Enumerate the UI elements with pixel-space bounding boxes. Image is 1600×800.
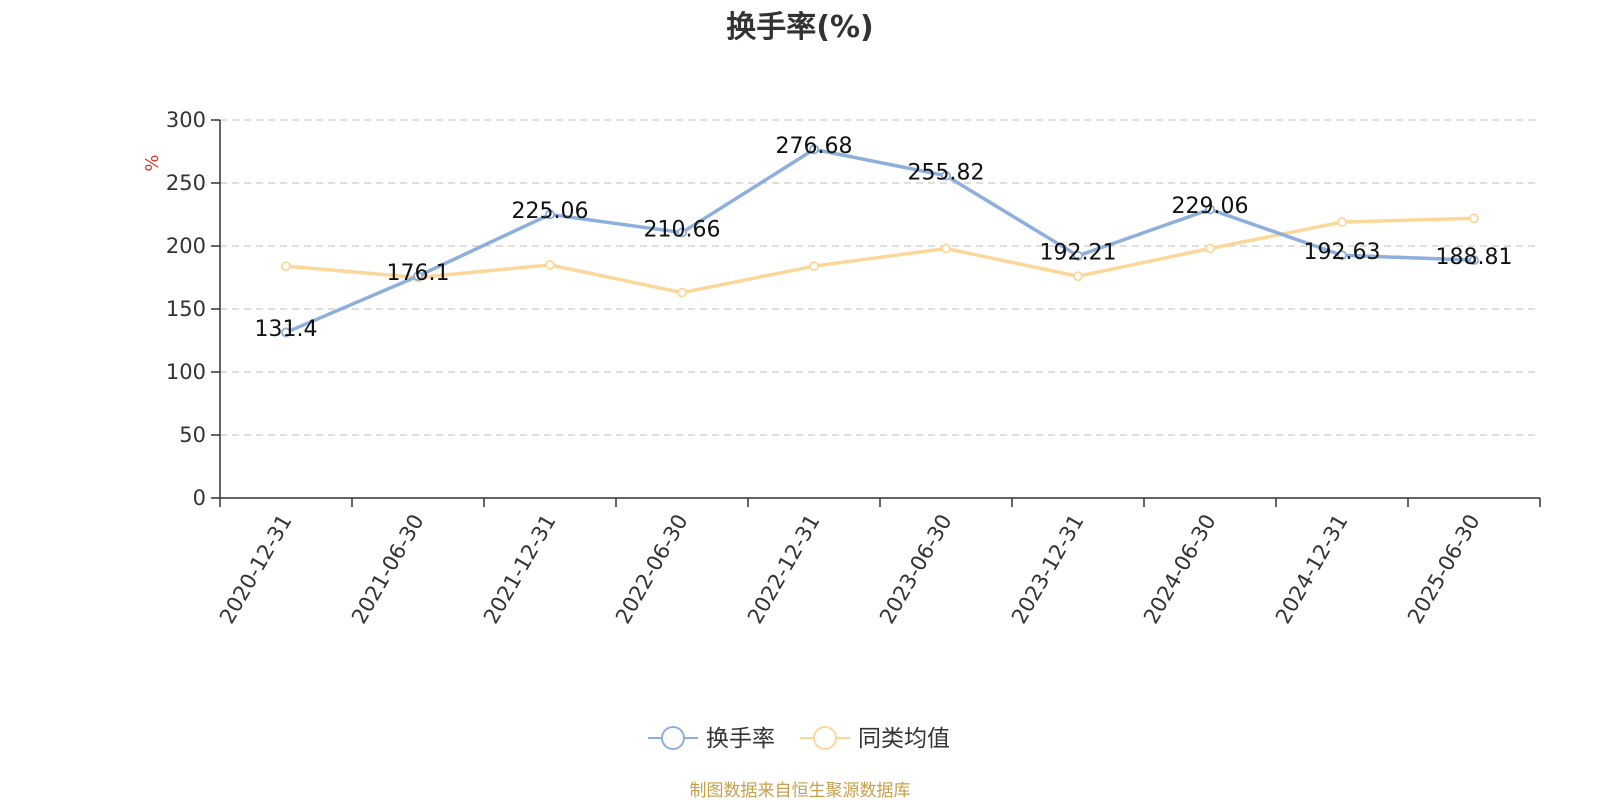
data-point [413,271,423,282]
data-label: 255.82 [908,160,985,185]
series-line-0 [285,147,1475,335]
y-axis-unit-label: % [142,154,163,171]
data-label: 192.21 [1040,241,1117,266]
legend-marker [813,726,837,750]
chart-title: 换手率(%) [726,10,874,45]
x-tick-label: 2023-12-31 [1007,510,1089,628]
data-label: 176.1 [387,261,450,286]
data-point [1469,213,1479,224]
y-tick-label: 300 [166,108,206,132]
data-point [545,209,555,220]
data-label: 192.63 [1304,240,1381,265]
x-tick-label: 2023-06-30 [875,510,957,628]
x-tick-label: 2021-12-31 [479,510,561,628]
data-point [1073,250,1083,261]
data-point [677,227,687,238]
legend-label: 换手率 [706,726,775,752]
y-tick-label: 250 [166,171,206,195]
data-label: 131.4 [255,317,318,342]
data-point [941,170,951,181]
data-point [1073,271,1083,282]
data-point [1469,255,1479,265]
y-tick-label: 50 [179,423,206,447]
series-lines [281,144,1479,338]
data-point [1205,243,1215,254]
data-point [1205,204,1215,215]
data-labels: 131.4 176.1 225.06 210.66 276.68 255.82 192.21… [255,134,1513,342]
x-tick-label: 2024-06-30 [1139,510,1221,628]
data-point [677,287,687,298]
source-note: 制图数据来自恒生聚源数据库 [690,781,911,800]
x-tick-label: 2021-06-30 [347,510,429,628]
legend-item-1: 同类均值 [800,726,950,752]
data-label: 210.66 [644,217,721,242]
y-tick-label: 0 [193,486,206,510]
data-label: 276.68 [776,134,853,159]
legend-label: 同类均值 [858,726,950,752]
axes: 0 50 100 150 200 250 300 2020-12-31 2021-06-30 20… [166,108,1541,628]
data-point [281,261,291,272]
data-point [545,259,555,270]
x-tick-label: 2020-12-31 [215,510,297,628]
y-tick-label: 150 [166,297,206,321]
data-point [809,261,819,272]
x-tick-label: 2025-06-30 [1403,510,1485,628]
data-label: 225.06 [512,199,589,224]
x-tick-label: 2024-12-31 [1271,510,1353,628]
data-point [941,243,951,254]
series-line-1 [285,216,1475,295]
legend: 换手率 同类均值 [648,726,950,752]
x-tick-label: 2022-06-30 [611,510,693,628]
y-tick-label: 100 [166,360,206,384]
data-point [1337,217,1347,227]
data-point [809,144,819,155]
data-point [1337,250,1347,261]
y-tick-label: 200 [166,234,206,258]
x-tick-label: 2022-12-31 [743,510,825,628]
legend-marker [661,726,685,750]
data-label: 229.06 [1172,194,1249,219]
data-point [281,327,291,338]
data-label: 188.81 [1436,245,1513,270]
legend-item-0: 换手率 [648,726,775,752]
gridlines [220,119,1540,436]
